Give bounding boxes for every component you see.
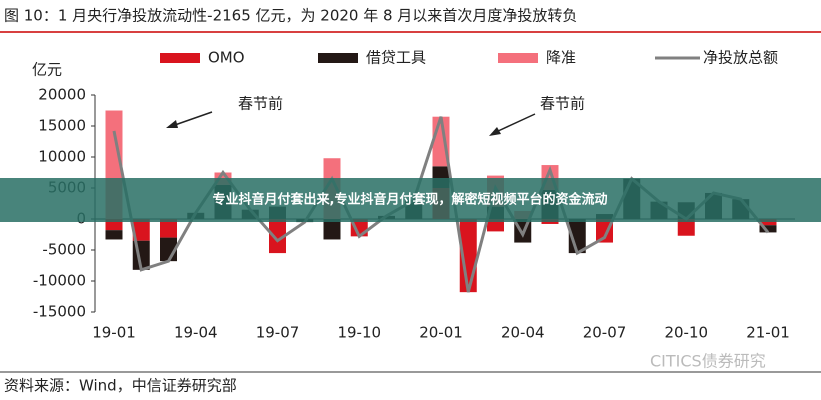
banner-bg: [0, 178, 821, 222]
legend-label: 降准: [546, 49, 576, 67]
legend-label: 净投放总额: [703, 49, 778, 67]
chart-title: 图 10：1 月央行净投放流动性-2165 亿元，为 2020 年 8 月以来首…: [4, 7, 577, 25]
x-tick-label: 19-10: [337, 324, 381, 342]
x-tick-label: 20-10: [664, 324, 708, 342]
arrow: [171, 111, 213, 127]
x-tick-label: 20-04: [501, 324, 545, 342]
bar: [759, 219, 777, 226]
bar: [105, 219, 123, 231]
y-tick-label: 15000: [38, 117, 86, 135]
annotation: 春节前: [540, 95, 585, 113]
y-axis-label: 亿元: [32, 61, 62, 79]
x-tick-label: 21-01: [746, 324, 790, 342]
x-tick-label: 20-01: [419, 324, 463, 342]
y-tick-label: -15000: [33, 303, 86, 321]
legend-label: 借贷工具: [366, 49, 426, 67]
bar: [160, 219, 177, 238]
y-tick-label: 10000: [38, 148, 86, 166]
legend-swatch: [498, 53, 538, 63]
banner: 专业抖音月付套出来,专业抖音月付套现，解密短视频平台的资金流动: [213, 192, 608, 208]
y-tick-label: -10000: [33, 272, 86, 290]
annotation: 春节前: [238, 95, 283, 113]
arrow: [495, 113, 536, 133]
x-tick-label: 20-07: [583, 324, 627, 342]
bar: [269, 219, 286, 254]
bar: [677, 219, 695, 236]
source: 资料来源：Wind，中信证券研究部: [4, 377, 237, 395]
bar: [759, 225, 777, 233]
bar: [132, 219, 150, 241]
bar: [487, 219, 504, 232]
watermark: CITICS债券研究: [650, 352, 766, 371]
y-tick-label: -5000: [42, 241, 86, 259]
legend-label: OMO: [208, 49, 245, 67]
y-tick-label: 20000: [38, 86, 86, 104]
bar: [105, 230, 123, 240]
x-tick-label: 19-04: [174, 324, 218, 342]
x-tick-label: 19-07: [256, 324, 300, 342]
legend-swatch: [318, 53, 358, 63]
x-tick-label: 19-01: [92, 324, 136, 342]
arrow-head: [166, 120, 178, 128]
bar: [323, 219, 341, 240]
legend-swatch: [160, 53, 200, 63]
arrow-head: [489, 127, 501, 136]
